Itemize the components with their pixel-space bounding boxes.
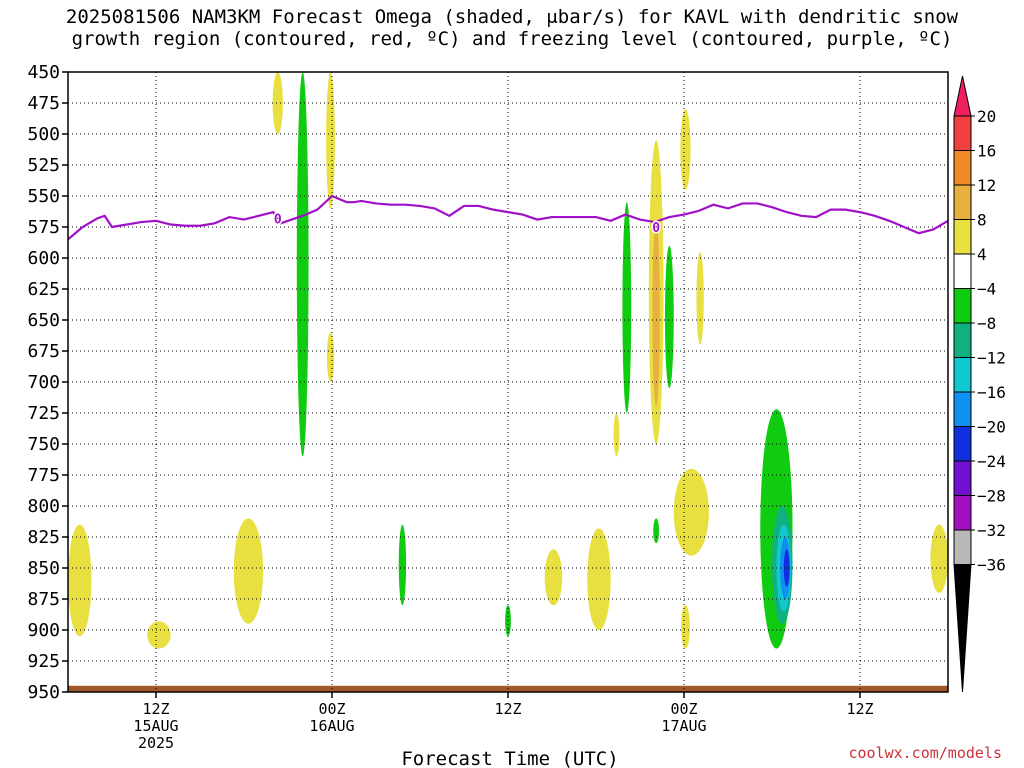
- colorbar-segment-3: [953, 184, 972, 220]
- colorbar-segment-2: [953, 150, 972, 186]
- colorbar-label-11: −28: [977, 487, 1006, 506]
- colorbar-label-8: −16: [977, 383, 1006, 402]
- colorbar-triangle-top: [953, 75, 972, 117]
- colorbar-label-7: −12: [977, 349, 1006, 368]
- y-tick-label-625: 625: [27, 279, 60, 300]
- omega-region-15: [681, 605, 690, 649]
- freezing-level-label-0: 0: [274, 212, 282, 227]
- x-tick-label-12-1: 15AUG: [133, 717, 178, 735]
- colorbar-label-10: −24: [977, 452, 1006, 471]
- y-tick-label-450: 450: [27, 62, 60, 83]
- colorbar-segment-11: [953, 460, 972, 496]
- x-tick-label-48-0: 00Z: [670, 700, 697, 718]
- colorbar-segment-13: [953, 529, 972, 565]
- colorbar-label-2: 12: [977, 176, 996, 195]
- y-tick-label-700: 700: [27, 372, 60, 393]
- plot-area: 00: [67, 72, 949, 692]
- x-tick-label-12-0: 12Z: [142, 700, 169, 718]
- colorbar-segment-5: [953, 253, 972, 289]
- omega-region-21: [930, 524, 948, 593]
- y-tick-label-675: 675: [27, 341, 60, 362]
- colorbar-label-13: −36: [977, 556, 1006, 575]
- omega-region-19: [544, 549, 563, 606]
- omega-region-9: [622, 202, 632, 413]
- y-tick-label-600: 600: [27, 248, 60, 269]
- x-tick-label-36-0: 12Z: [494, 700, 521, 718]
- y-tick-label-925: 925: [27, 651, 60, 672]
- title-line-2: growth region (contoured, red, ºC) and f…: [71, 28, 953, 50]
- colorbar: 20 16 12 8 4 −4 −8 −12 −16 −20 −24 −28 −32 −36: [953, 75, 1006, 693]
- colorbar-label-4: 4: [977, 245, 987, 264]
- y-tick-label-525: 525: [27, 155, 60, 176]
- x-tick-label-24-0: 00Z: [318, 700, 345, 718]
- y-tick-label-775: 775: [27, 465, 60, 486]
- y-tick-label-750: 750: [27, 434, 60, 455]
- colorbar-segment-4: [953, 219, 972, 255]
- omega-region-8: [652, 220, 660, 407]
- omega-region-26: [783, 549, 790, 587]
- colorbar-segment-1: [953, 115, 972, 151]
- colorbar-segment-6: [953, 288, 972, 324]
- omega-region-0: [272, 72, 283, 134]
- freezing-level-line: [67, 194, 949, 241]
- axes: 450 475 500 525 550 575 600 625 650 675 700 725 750 7…: [27, 62, 949, 752]
- x-tick-label-24-1: 16AUG: [309, 717, 354, 735]
- omega-region-20: [587, 528, 611, 630]
- omega-region-10: [664, 245, 674, 389]
- y-tick-label-875: 875: [27, 589, 60, 610]
- omega-shading: [68, 72, 948, 649]
- omega-region-13: [653, 518, 660, 544]
- x-tick-label-12-2: 2025: [138, 734, 174, 752]
- colorbar-label-6: −8: [977, 314, 996, 333]
- omega-region-4: [398, 524, 407, 606]
- colorbar-label-1: 16: [977, 142, 996, 161]
- chart-title: 2025081506 NAM3KM Forecast Omega (shaded…: [0, 6, 1024, 50]
- colorbar-label-12: −32: [977, 521, 1006, 540]
- freezing-level-label-1: 0: [652, 221, 660, 236]
- y-tick-label-550: 550: [27, 186, 60, 207]
- omega-region-16: [68, 524, 92, 637]
- colorbar-segment-10: [953, 426, 972, 462]
- omega-region-14: [673, 468, 709, 556]
- y-tick-label-475: 475: [27, 93, 60, 114]
- y-tick-label-900: 900: [27, 620, 60, 641]
- y-tick-label-500: 500: [27, 124, 60, 145]
- colorbar-label-5: −4: [977, 280, 996, 299]
- grid: [68, 72, 948, 692]
- colorbar-label-9: −20: [977, 418, 1006, 437]
- colorbar-segment-7: [953, 322, 972, 358]
- y-tick-label-850: 850: [27, 558, 60, 579]
- omega-region-3: [296, 72, 309, 457]
- colorbar-label-0: 20: [977, 107, 996, 126]
- colorbar-segment-9: [953, 391, 972, 427]
- y-tick-label-950: 950: [27, 682, 60, 703]
- credit-link[interactable]: coolwx.com/models: [848, 744, 1002, 762]
- omega-region-6: [680, 109, 691, 190]
- omega-region-1: [326, 72, 335, 209]
- x-axis-label: Forecast Time (UTC): [401, 748, 618, 768]
- y-tick-label-800: 800: [27, 496, 60, 517]
- y-tick-label-825: 825: [27, 527, 60, 548]
- colorbar-triangle-bottom: [953, 564, 972, 693]
- omega-region-11: [696, 251, 704, 345]
- omega-region-2: [326, 332, 335, 383]
- omega-region-18: [233, 518, 264, 624]
- colorbar-segment-12: [953, 495, 972, 531]
- colorbar-label-3: 8: [977, 211, 987, 230]
- y-tick-label-575: 575: [27, 217, 60, 238]
- x-tick-label-60-0: 12Z: [846, 700, 873, 718]
- x-tick-label-48-1: 17AUG: [661, 717, 706, 735]
- omega-region-12: [613, 413, 620, 457]
- y-tick-label-725: 725: [27, 403, 60, 424]
- colorbar-segment-8: [953, 357, 972, 393]
- y-tick-label-650: 650: [27, 310, 60, 331]
- omega-region-17: [147, 621, 171, 649]
- title-line-1: 2025081506 NAM3KM Forecast Omega (shaded…: [65, 6, 959, 28]
